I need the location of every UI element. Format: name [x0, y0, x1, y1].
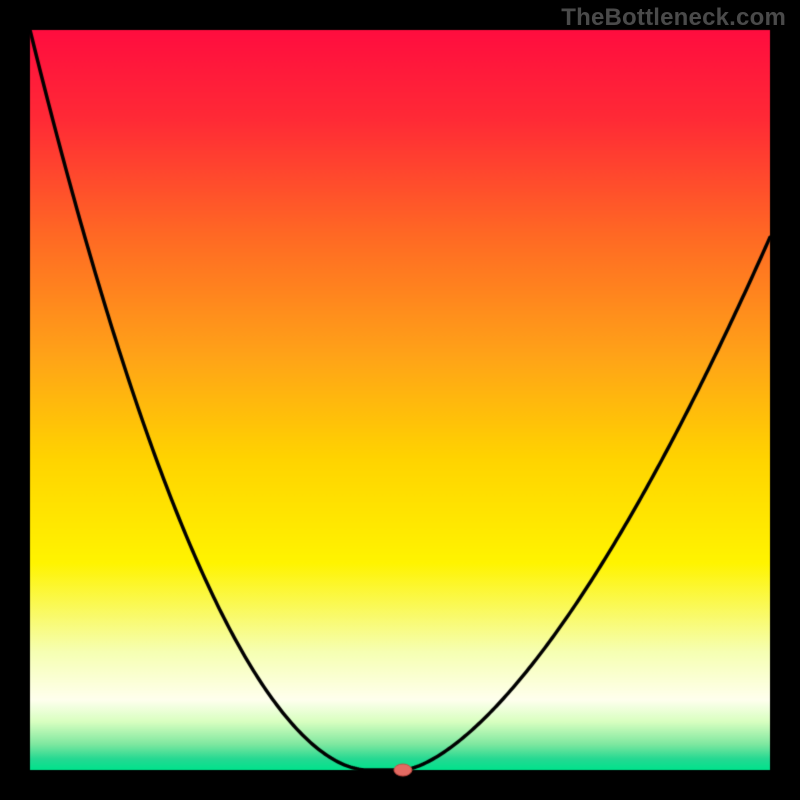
bottleneck-curve-layer: [0, 0, 800, 800]
bottleneck-chart: TheBottleneck.com: [0, 0, 800, 800]
